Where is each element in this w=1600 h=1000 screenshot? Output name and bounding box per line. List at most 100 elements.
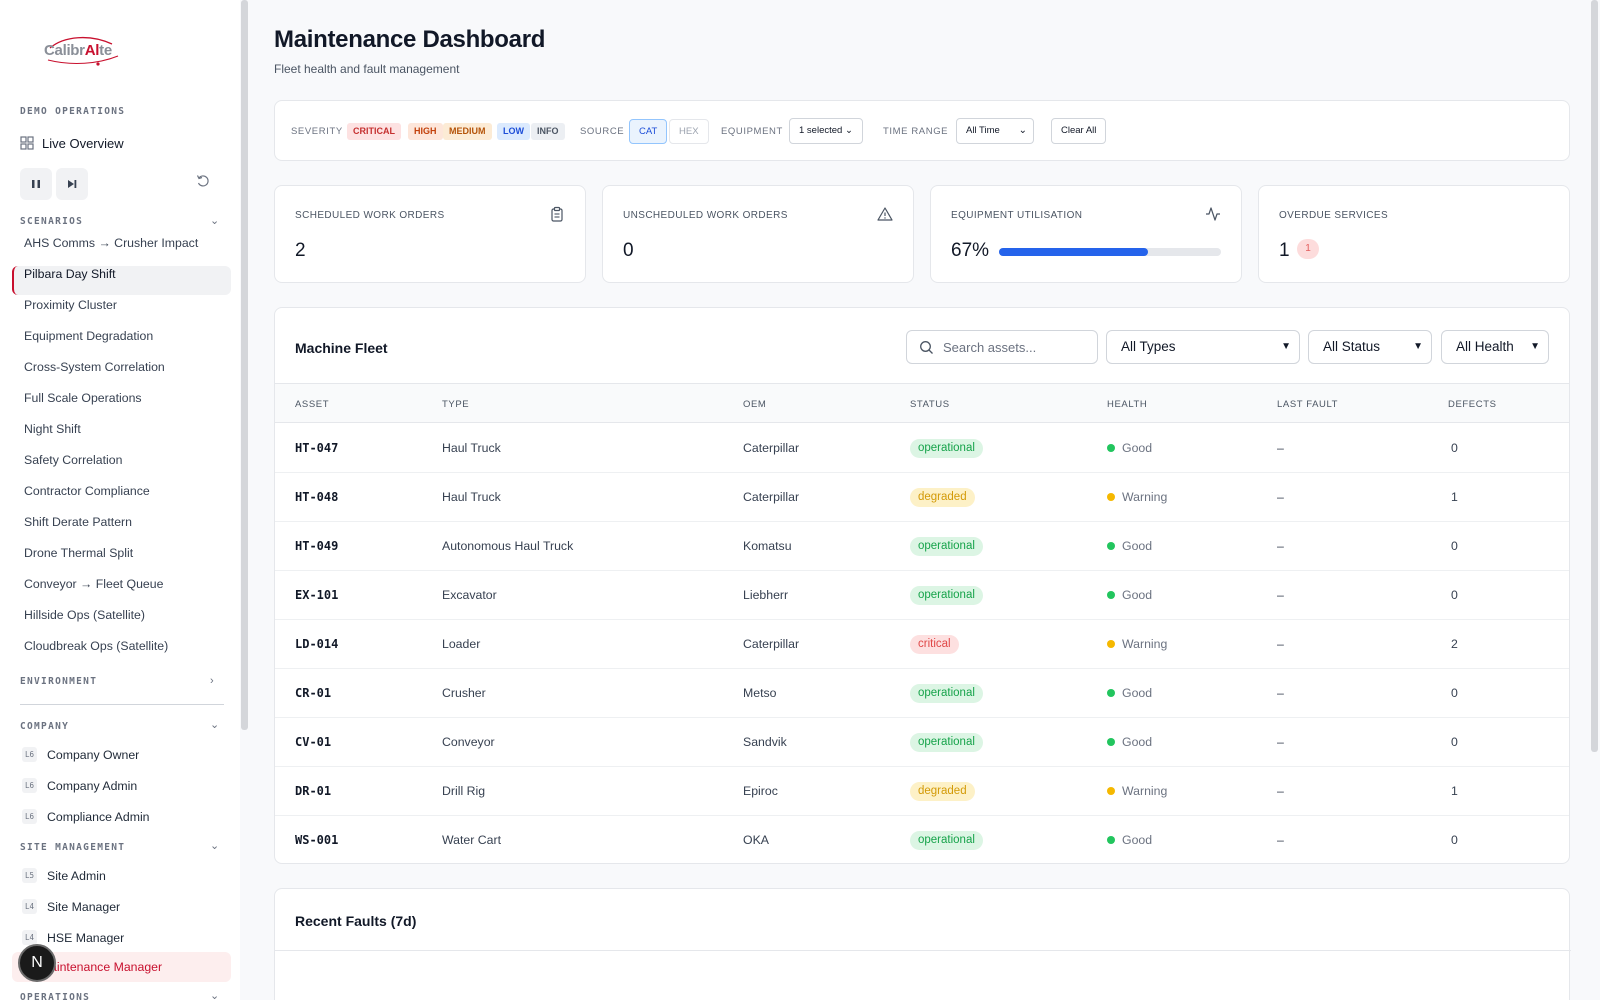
section-company[interactable]: Company <box>20 721 70 732</box>
severity-chip-critical[interactable]: CRITICAL <box>347 123 401 140</box>
sidebar-scrollbar[interactable] <box>241 0 248 730</box>
defect-count: 0 <box>1451 833 1458 847</box>
severity-chip-medium[interactable]: MEDIUM <box>443 123 492 140</box>
chevron-down-icon[interactable]: ⌄ <box>210 990 220 1000</box>
column-status[interactable]: STATUS <box>910 399 950 410</box>
section-operations[interactable]: Operations <box>20 992 91 1000</box>
search-input[interactable] <box>943 337 1093 357</box>
pause-icon <box>32 180 40 188</box>
status-filter-select[interactable]: All Status ▼ <box>1308 330 1432 364</box>
health-indicator: Good <box>1107 833 1152 847</box>
sidebar-item-company-owner[interactable]: L6 Company Owner <box>22 747 139 762</box>
step-forward-button[interactable] <box>56 168 88 200</box>
source-button-hex[interactable]: HEX <box>669 119 709 144</box>
role-label: Company Admin <box>47 778 138 793</box>
sidebar-item-hse-manager[interactable]: L4 HSE Manager <box>22 930 124 945</box>
sidebar-item-scenario-conveyor-fleet-queue[interactable]: Conveyor → Fleet Queue <box>24 577 164 591</box>
asset-type: Crusher <box>442 686 486 700</box>
status-badge: operational <box>910 439 983 458</box>
table-row[interactable]: CR-01 Crusher Metso – 0 operational Good <box>275 669 1569 718</box>
section-site-management[interactable]: Site Management <box>20 842 126 853</box>
status-badge: degraded <box>910 782 975 801</box>
table-row[interactable]: HT-048 Haul Truck Caterpillar – 1 degraded War… <box>275 473 1569 522</box>
chevron-down-icon[interactable]: ⌄ <box>210 719 220 731</box>
type-filter-value: All Types <box>1121 339 1176 354</box>
severity-chip-high[interactable]: HIGH <box>408 123 443 140</box>
asset-id: HT-049 <box>295 539 339 553</box>
asset-oem: Epiroc <box>743 784 778 798</box>
level-badge: L4 <box>22 899 37 914</box>
table-row[interactable]: HT-049 Autonomous Haul Truck Komatsu – 0 oper… <box>275 522 1569 571</box>
chevron-down-icon[interactable]: ⌄ <box>210 215 220 227</box>
last-fault: – <box>1277 490 1284 504</box>
sidebar-item-scenario-night-shift[interactable]: Night Shift <box>24 422 81 436</box>
live-overview-link[interactable]: Live Overview <box>20 132 124 154</box>
health-label: Good <box>1122 833 1153 847</box>
sidebar-item-scenario-drone-thermal-split[interactable]: Drone Thermal Split <box>24 546 134 560</box>
sidebar-item-site-admin[interactable]: L5 Site Admin <box>22 868 106 883</box>
column-asset[interactable]: ASSET <box>295 399 330 410</box>
overdue-badge: 1 <box>1297 239 1319 259</box>
table-row[interactable]: LD-014 Loader Caterpillar – 2 critical Warning <box>275 620 1569 669</box>
asset-type: Autonomous Haul Truck <box>442 539 574 553</box>
sidebar-item-scenario-proximity-cluster[interactable]: Proximity Cluster <box>24 298 117 312</box>
sidebar-item-site-manager[interactable]: L4 Site Manager <box>22 899 120 914</box>
health-dot-icon <box>1107 640 1115 648</box>
table-row[interactable]: DR-01 Drill Rig Epiroc – 1 degraded Warning <box>275 767 1569 816</box>
health-indicator: Good <box>1107 588 1152 602</box>
equipment-select[interactable]: 1 selected ⌄ <box>789 118 863 144</box>
search-box[interactable] <box>906 330 1098 364</box>
sidebar-item-compliance-admin[interactable]: L6 Compliance Admin <box>22 809 150 824</box>
sidebar-item-company-admin[interactable]: L6 Company Admin <box>22 778 137 793</box>
health-filter-value: All Health <box>1456 339 1514 354</box>
calibralte-logo[interactable]: CalibrAlte <box>42 34 124 68</box>
sidebar-item-scenario-ahs-comms-crusher-impact[interactable]: AHS Comms → Crusher Impact <box>24 236 199 250</box>
table-row[interactable]: CV-01 Conveyor Sandvik – 0 operational Good <box>275 718 1569 767</box>
health-indicator: Warning <box>1107 637 1167 651</box>
health-label: Good <box>1122 588 1153 602</box>
type-filter-select[interactable]: All Types ▼ <box>1106 330 1300 364</box>
source-button-cat[interactable]: CAT <box>629 119 668 144</box>
column-type[interactable]: TYPE <box>442 399 470 410</box>
page-subtitle: Fleet health and fault management <box>274 62 460 76</box>
clear-all-button[interactable]: Clear All <box>1051 118 1107 144</box>
severity-chip-info[interactable]: INFO <box>531 123 565 140</box>
asset-oem: Komatsu <box>743 539 792 553</box>
sidebar-item-scenario-full-scale-operations[interactable]: Full Scale Operations <box>24 391 142 405</box>
sidebar-item-scenario-shift-derate-pattern[interactable]: Shift Derate Pattern <box>24 515 132 529</box>
column-oem[interactable]: OEM <box>743 399 767 410</box>
column-defects[interactable]: DEFECTS <box>1448 399 1497 410</box>
sidebar-item-scenario-pilbara-day-shift[interactable]: Pilbara Day Shift <box>24 267 116 281</box>
sidebar-item-scenario-safety-correlation[interactable]: Safety Correlation <box>24 453 123 467</box>
sidebar-item-scenario-cloudbreak-ops-satellite[interactable]: Cloudbreak Ops (Satellite) <box>24 639 169 653</box>
section-scenarios[interactable]: Scenarios <box>20 216 84 227</box>
equipment-value: 1 selected <box>799 125 843 136</box>
main-scrollbar[interactable] <box>1591 0 1598 752</box>
sidebar-item-scenario-cross-system-correlation[interactable]: Cross-System Correlation <box>24 360 165 374</box>
health-label: Warning <box>1122 784 1168 798</box>
sidebar-item-scenario-equipment-degradation[interactable]: Equipment Degradation <box>24 329 154 343</box>
table-row[interactable]: WS-001 Water Cart OKA – 0 operational Good <box>275 816 1569 863</box>
avatar[interactable]: N <box>18 944 56 982</box>
time-range-select[interactable]: All Time ⌄ <box>956 118 1034 144</box>
health-dot-icon <box>1107 542 1115 550</box>
chevron-down-icon[interactable]: ⌄ <box>210 840 220 852</box>
chevron-right-icon[interactable]: › <box>210 675 214 687</box>
level-badge: L5 <box>22 868 37 883</box>
table-row[interactable]: EX-101 Excavator Liebherr – 0 operational Good <box>275 571 1569 620</box>
asset-type: Water Cart <box>442 833 501 847</box>
warning-triangle-icon <box>877 207 893 221</box>
severity-chip-low[interactable]: LOW <box>497 123 530 140</box>
reset-button[interactable] <box>196 174 210 192</box>
sidebar-item-scenario-hillside-ops-satellite[interactable]: Hillside Ops (Satellite) <box>24 608 145 622</box>
asset-oem: Caterpillar <box>743 490 800 504</box>
column-health[interactable]: HEALTH <box>1107 399 1148 410</box>
health-indicator: Good <box>1107 735 1152 749</box>
table-row[interactable]: HT-047 Haul Truck Caterpillar – 0 operational… <box>275 424 1569 473</box>
section-environment[interactable]: Environment <box>20 676 98 687</box>
pause-button[interactable] <box>20 168 52 200</box>
utilisation-progress-bar <box>999 248 1221 256</box>
column-last-fault[interactable]: LAST FAULT <box>1277 399 1339 410</box>
sidebar-item-scenario-contractor-compliance[interactable]: Contractor Compliance <box>24 484 150 498</box>
health-filter-select[interactable]: All Health ▼ <box>1441 330 1549 364</box>
